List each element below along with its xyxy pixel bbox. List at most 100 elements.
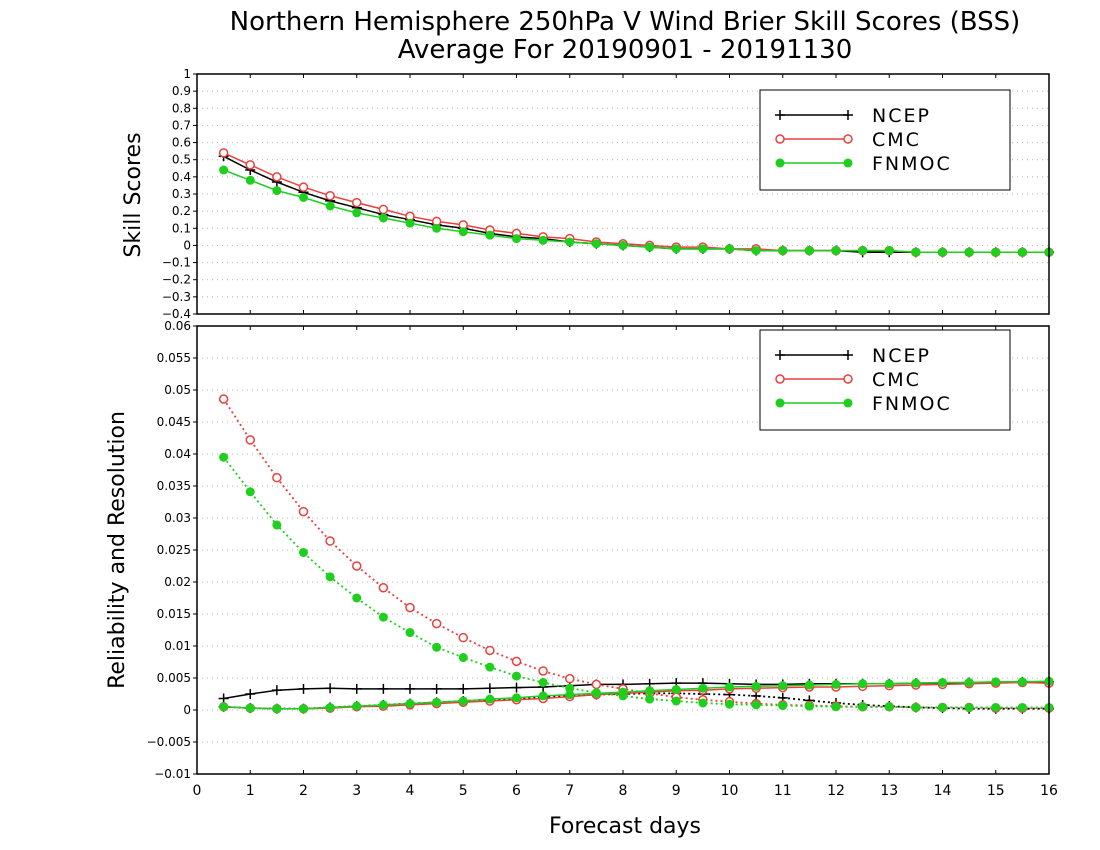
- data-point: [884, 246, 894, 256]
- legend-marker: [775, 398, 785, 408]
- top-y-tick-label: 0.6: [172, 136, 191, 150]
- data-point: [565, 673, 575, 684]
- data-point: [671, 696, 681, 706]
- data-point: [938, 677, 947, 687]
- data-point: [698, 244, 708, 254]
- data-point: [352, 208, 362, 218]
- data-point: [378, 583, 389, 593]
- top-series-fnmoc: [219, 165, 1054, 257]
- legend-item-fnmoc: FNMOC: [775, 393, 950, 415]
- data-point: [1017, 677, 1027, 687]
- legend-label: NCEP: [872, 105, 931, 127]
- legend-label: NCEP: [872, 345, 931, 367]
- bottom-y-tick-label: −0.01: [154, 767, 191, 781]
- bottom-y-tick-label: 0.035: [157, 479, 191, 493]
- data-point: [591, 239, 601, 249]
- data-point: [272, 704, 282, 714]
- legend-marker: [775, 374, 785, 384]
- data-point: [219, 165, 229, 175]
- data-point: [485, 230, 495, 240]
- chart-title-line2: Average For 20190901 - 20191130: [398, 35, 853, 65]
- data-point: [218, 148, 229, 158]
- data-point: [378, 683, 389, 694]
- data-point: [325, 572, 335, 582]
- bottom-y-tick-label: 0.01: [164, 639, 191, 653]
- data-point: [352, 701, 362, 711]
- x-tick-label: 14: [934, 783, 952, 799]
- data-point: [804, 680, 814, 690]
- data-point: [298, 506, 309, 517]
- data-point: [272, 520, 282, 530]
- data-point: [804, 246, 814, 256]
- data-point: [299, 704, 308, 714]
- data-point: [431, 618, 442, 629]
- data-point: [458, 653, 468, 663]
- data-point: [725, 699, 734, 709]
- data-point: [725, 682, 734, 692]
- data-point: [378, 700, 388, 710]
- data-point: [245, 160, 255, 170]
- data-point: [299, 192, 308, 202]
- data-point: [991, 677, 1001, 687]
- legend-item-cmc: CMC: [775, 129, 919, 151]
- top-y-tick-label: −0.2: [162, 273, 191, 287]
- data-point: [512, 671, 521, 681]
- legend-item-fnmoc: FNMOC: [775, 153, 950, 175]
- x-axis-label: Forecast days: [549, 814, 701, 839]
- data-point: [298, 182, 309, 192]
- data-point: [245, 703, 255, 713]
- data-point: [405, 683, 415, 694]
- bottom-y-tick-label: 0.03: [164, 511, 191, 525]
- data-point: [671, 244, 681, 254]
- top-y-tick-label: 0.7: [172, 118, 191, 132]
- chart-title-line1: Northern Hemisphere 250hPa V Wind Brier …: [230, 7, 1021, 37]
- data-point: [458, 632, 468, 643]
- data-point: [271, 685, 282, 696]
- x-tick-label: 15: [987, 783, 1005, 799]
- data-point: [485, 645, 495, 656]
- data-point: [432, 697, 442, 707]
- data-point: [245, 689, 256, 699]
- data-point: [938, 247, 947, 257]
- x-tick-label: 10: [721, 783, 739, 799]
- legend-item-ncep: NCEP: [775, 105, 931, 127]
- data-point: [538, 235, 548, 245]
- top-y-tick-label: −0.1: [162, 256, 191, 270]
- data-point: [511, 656, 522, 667]
- legend-marker: [843, 398, 853, 408]
- data-point: [858, 702, 868, 712]
- legend-marker: [775, 134, 785, 144]
- top-y-tick-label: 1: [183, 67, 191, 81]
- top-y-tick-label: 0.4: [172, 170, 191, 184]
- data-point: [591, 679, 602, 690]
- data-point: [858, 679, 868, 689]
- data-point: [831, 679, 841, 689]
- x-tick-label: 9: [672, 783, 681, 799]
- data-point: [698, 698, 708, 708]
- data-point: [884, 679, 894, 689]
- data-point: [1017, 247, 1027, 257]
- data-point: [858, 246, 868, 256]
- data-point: [778, 246, 788, 256]
- bottom-y-tick-label: 0.02: [164, 575, 191, 589]
- data-point: [511, 682, 522, 693]
- data-point: [565, 683, 575, 693]
- data-point: [618, 240, 628, 250]
- bottom-series-fnmoc-resolution: [219, 452, 1054, 712]
- data-point: [325, 201, 335, 211]
- data-point: [512, 693, 521, 703]
- x-tick-label: 0: [193, 783, 202, 799]
- data-point: [1017, 702, 1027, 712]
- legend-marker: [775, 110, 785, 120]
- data-point: [405, 699, 415, 709]
- data-point: [485, 662, 495, 672]
- top-y-axis-label: Skill Scores: [121, 132, 146, 257]
- data-point: [299, 548, 308, 558]
- reliability-resolution-panel: −0.01 −0.005 0 0.005 0.01 0.015 0.02 0.025 0.03 0…: [147, 319, 1058, 799]
- data-point: [911, 247, 921, 257]
- data-point: [485, 694, 495, 704]
- data-point: [538, 691, 548, 701]
- top-plot-frame: [196, 73, 1050, 315]
- x-tick-label: 16: [1040, 783, 1058, 799]
